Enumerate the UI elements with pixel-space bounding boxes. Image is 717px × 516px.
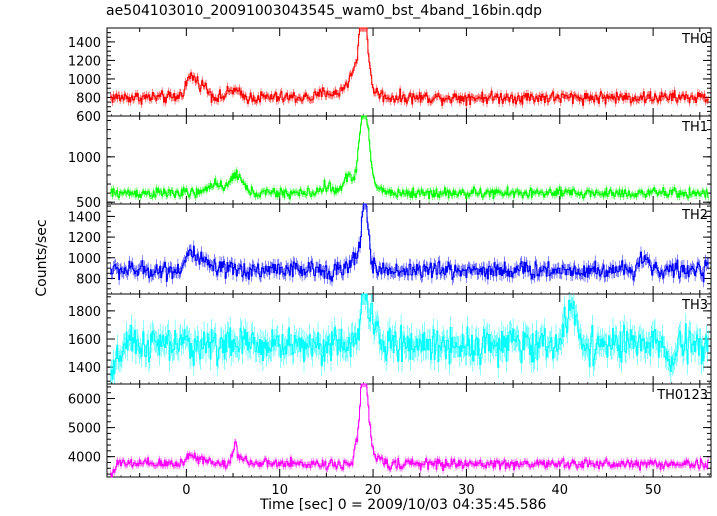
y-tick-label: 1000 — [68, 73, 101, 88]
lightcurve-th0123 — [110, 383, 709, 478]
y-tick-label: 1200 — [68, 231, 101, 246]
y-tick-label: 5000 — [68, 422, 101, 437]
y-tick-label: 6000 — [68, 393, 101, 408]
y-tick-label: 4000 — [68, 451, 101, 466]
x-tick-label: 30 — [458, 483, 475, 498]
chart-title: ae504103010_20091003043545_wam0_bst_4ban… — [106, 3, 543, 19]
x-tick-label: 40 — [551, 483, 568, 498]
y-tick-label: 1000 — [68, 151, 101, 166]
y-tick-label: 800 — [76, 272, 101, 287]
panel-label-th1: TH1 — [681, 120, 708, 135]
panel-label-th3: TH3 — [681, 298, 708, 313]
y-tick-label: 1200 — [68, 54, 101, 69]
y-tick-label: 1400 — [68, 36, 101, 51]
y-tick-label: 1800 — [68, 305, 101, 320]
y-tick-label: 1400 — [68, 361, 101, 376]
y-tick-label: 1000 — [68, 252, 101, 267]
panel-label-th0: TH0 — [681, 32, 708, 47]
panel-frame-th0123 — [106, 383, 712, 478]
x-tick-label: 10 — [271, 483, 288, 498]
y-tick-label: 1400 — [68, 210, 101, 225]
x-tick-label: 0 — [182, 483, 190, 498]
y-tick-label: 800 — [76, 91, 101, 106]
panel-label-th2: TH2 — [681, 208, 708, 223]
lightcurve-th3 — [110, 293, 709, 380]
x-tick-label: 50 — [645, 483, 662, 498]
x-axis-label: Time [sec] 0 = 2009/10/03 04:35:45.586 — [260, 497, 547, 513]
lightcurve-th1 — [110, 115, 709, 200]
y-tick-label: 500 — [76, 196, 101, 211]
lightcurve-th2 — [110, 203, 709, 283]
panel-label-th0123: TH0123 — [656, 388, 708, 403]
y-tick-label: 600 — [76, 110, 101, 125]
x-tick-label: 20 — [365, 483, 382, 498]
lightcurve-th0 — [110, 27, 709, 106]
y-tick-label: 1600 — [68, 333, 101, 348]
panel-frame-th0 — [106, 27, 712, 117]
